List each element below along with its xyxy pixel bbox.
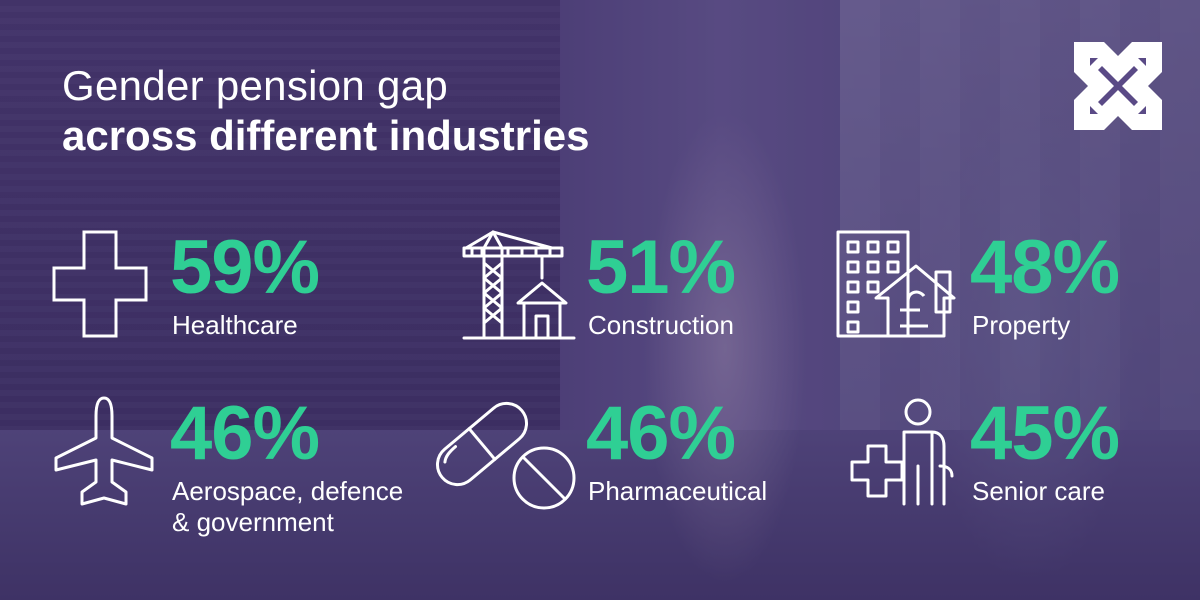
senior-care-icon	[850, 398, 954, 506]
stat-value: 46%	[170, 391, 320, 476]
stat-senior-care: 45% Senior care	[848, 396, 1168, 516]
construction-crane-icon	[462, 230, 576, 340]
stat-label: Property	[972, 310, 1071, 340]
stat-label: Pharmaceutical	[588, 476, 768, 506]
stat-label-line-2: & government	[172, 507, 334, 537]
property-building-icon	[836, 230, 956, 338]
stat-value: 45%	[970, 391, 1120, 476]
stat-value: 59%	[170, 225, 320, 310]
stat-pharmaceutical: 46% Pharmaceutical	[432, 396, 792, 516]
title-line-1: Gender pension gap	[62, 62, 449, 109]
stat-label: Construction	[588, 310, 734, 340]
stat-value: 46%	[586, 391, 736, 476]
medical-cross-icon	[52, 230, 148, 338]
title-line-2: across different industries	[62, 112, 590, 159]
stat-value: 48%	[970, 225, 1120, 310]
stat-label: Senior care	[972, 476, 1105, 506]
stat-value: 51%	[586, 225, 736, 310]
pills-icon	[435, 401, 576, 510]
page-title: Gender pension gap across different indu…	[62, 62, 589, 162]
stat-construction: 51% Construction	[462, 228, 782, 348]
stat-label: Healthcare	[172, 310, 298, 340]
stat-healthcare: 59% Healthcare	[50, 228, 370, 348]
stat-label-line-1: Aerospace, defence	[172, 476, 404, 506]
stat-property: 48% Property	[836, 228, 1156, 348]
x-logo-icon	[1074, 42, 1162, 130]
airplane-icon	[54, 396, 154, 506]
stat-aerospace: 46% Aerospace, defence & government	[54, 396, 414, 546]
